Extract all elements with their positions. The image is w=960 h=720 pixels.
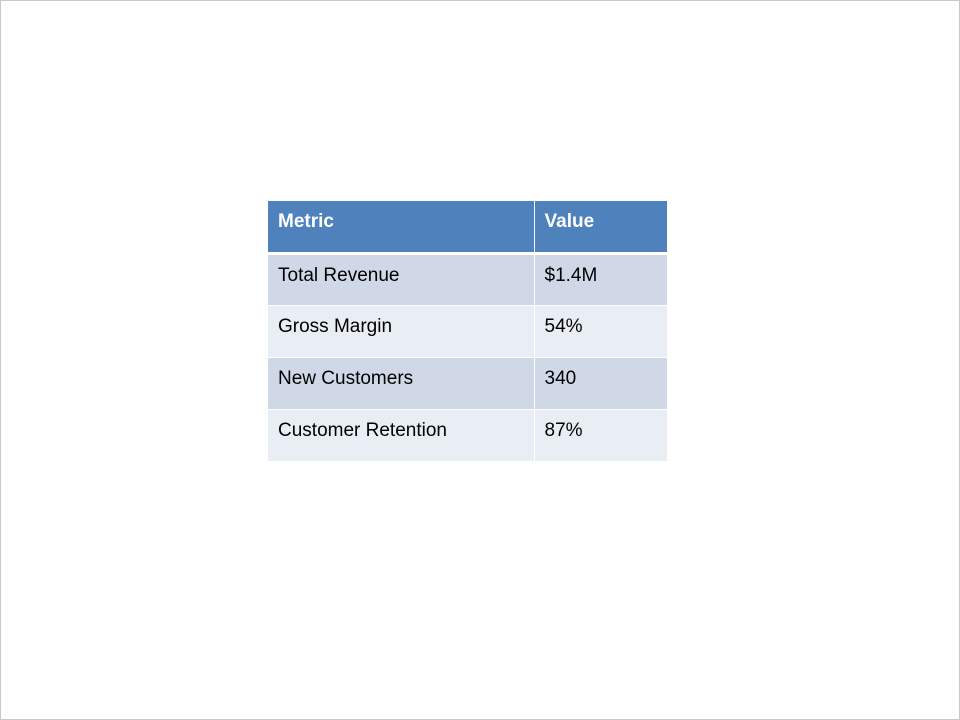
header-metric: Metric [268, 201, 535, 255]
metric-cell: Total Revenue [268, 252, 535, 306]
header-value: Value [533, 201, 667, 255]
table-header-row: Metric Value [268, 201, 667, 255]
table-row: New Customers 340 [268, 356, 667, 410]
value-cell: $1.4M [533, 252, 667, 306]
value-cell: 87% [533, 408, 667, 462]
table-row: Customer Retention 87% [268, 408, 667, 462]
metric-cell: Customer Retention [268, 408, 535, 462]
metric-cell: New Customers [268, 356, 535, 410]
value-cell: 340 [533, 356, 667, 410]
metric-cell: Gross Margin [268, 304, 535, 358]
metrics-table: Metric Value Total Revenue $1.4M Gross M… [268, 201, 667, 462]
table-row: Gross Margin 54% [268, 304, 667, 358]
table-row: Total Revenue $1.4M [268, 252, 667, 306]
value-cell: 54% [533, 304, 667, 358]
